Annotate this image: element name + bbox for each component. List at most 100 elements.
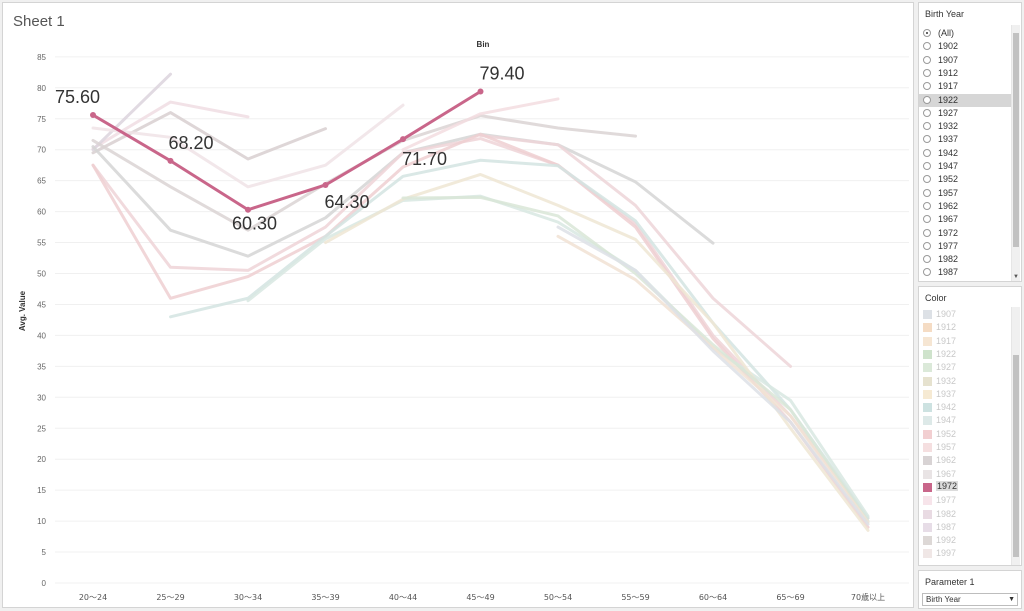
radio-icon[interactable] (923, 188, 931, 197)
legend-item[interactable]: 1977 (919, 494, 1013, 507)
radio-icon[interactable] (923, 228, 931, 237)
filter-item[interactable]: 1927 (919, 107, 1013, 120)
parameter-title: Parameter 1 (925, 577, 975, 587)
data-point-1972[interactable] (477, 88, 484, 95)
series-line-1972[interactable] (91, 90, 482, 212)
data-point-1972[interactable] (90, 112, 96, 119)
radio-icon[interactable] (923, 122, 931, 131)
legend-item[interactable]: 1942 (919, 401, 1013, 414)
filter-item[interactable]: 1922 (919, 93, 1013, 107)
y-tick-label: 55 (37, 239, 46, 248)
series-line-1922[interactable] (246, 194, 870, 518)
radio-icon[interactable] (923, 255, 931, 264)
data-point-1972[interactable] (400, 136, 406, 143)
filter-item[interactable]: 1977 (919, 240, 1013, 253)
legend-item[interactable]: 1997 (919, 547, 1013, 560)
legend-item-label: 1947 (936, 415, 957, 426)
data-point-1972[interactable] (322, 181, 329, 188)
filter-item[interactable]: 1932 (919, 120, 1013, 133)
legend-item[interactable]: 1922 (919, 348, 1013, 361)
filter-item[interactable]: 1912 (919, 67, 1013, 80)
legend-scrollbar[interactable] (1011, 307, 1020, 565)
filter-scrollbar[interactable]: ▼ (1011, 25, 1020, 281)
legend-item[interactable]: 1972 (919, 480, 1013, 494)
radio-icon[interactable] (923, 68, 931, 77)
radio-icon[interactable] (923, 241, 931, 250)
series-line-1902[interactable] (556, 225, 870, 526)
y-tick-label: 20 (37, 455, 46, 464)
filter-item[interactable]: 1982 (919, 253, 1013, 266)
filter-item-label: 1952 (938, 174, 959, 185)
y-tick-label: 75 (37, 115, 46, 124)
y-tick-label: 65 (37, 177, 46, 186)
series-line-1982[interactable] (91, 72, 172, 152)
series-line-1937[interactable] (91, 137, 870, 520)
legend-item[interactable]: 1912 (919, 321, 1013, 334)
color-swatch (923, 349, 932, 359)
data-point-1972[interactable] (245, 206, 251, 213)
sheet-title: Sheet 1 (13, 13, 65, 30)
filter-item-label: 1927 (938, 107, 959, 118)
series-line-1942[interactable] (479, 133, 792, 368)
filter-item[interactable]: 1937 (919, 133, 1013, 146)
radio-icon[interactable] (923, 215, 931, 224)
radio-icon[interactable] (923, 201, 931, 210)
legend-item[interactable]: 1987 (919, 521, 1013, 534)
filter-item[interactable]: (All) (919, 27, 1013, 40)
legend-item[interactable]: 1967 (919, 468, 1013, 481)
legend-item[interactable]: 1962 (919, 454, 1013, 467)
series-line-1927[interactable] (169, 158, 870, 520)
radio-icon[interactable] (923, 108, 931, 117)
birth-year-filter-panel: Birth Year (All) 1902 1907 1912 1917 1922 1927… (918, 2, 1022, 282)
legend-item[interactable]: 1947 (919, 414, 1013, 427)
filter-item-label: 1907 (938, 54, 959, 65)
filter-item[interactable]: 1902 (919, 40, 1013, 53)
filter-scroll-down-icon[interactable]: ▼ (1013, 274, 1019, 280)
radio-icon[interactable] (923, 268, 931, 277)
filter-item[interactable]: 1987 (919, 266, 1013, 279)
radio-icon[interactable] (923, 175, 931, 184)
radio-icon[interactable] (923, 42, 931, 51)
legend-item[interactable]: 1937 (919, 388, 1013, 401)
legend-item[interactable]: 1917 (919, 335, 1013, 348)
radio-icon[interactable] (923, 55, 931, 64)
legend-item[interactable]: 1927 (919, 361, 1013, 374)
legend-item[interactable]: 1907 (919, 308, 1013, 321)
legend-item[interactable]: 1952 (919, 428, 1013, 441)
filter-item[interactable]: 1967 (919, 213, 1013, 226)
series-line-1967[interactable] (91, 103, 405, 189)
filter-item[interactable]: 1917 (919, 80, 1013, 93)
legend-scroll-thumb[interactable] (1013, 355, 1019, 557)
legend-item[interactable]: 1957 (919, 441, 1013, 454)
radio-icon[interactable] (923, 82, 931, 91)
filter-item[interactable]: 1952 (919, 173, 1013, 186)
filter-item[interactable]: 1962 (919, 200, 1013, 213)
series-line-1917[interactable] (324, 172, 870, 532)
series-line-1952[interactable] (401, 97, 560, 152)
parameter-panel: Parameter 1 Birth Year ▼ (918, 570, 1022, 609)
line-chart[interactable]: Bin 0 5 10 15 20 25 30 35 40 45 50 55 60 65 70 75 80 85 Avg… (3, 3, 913, 607)
x-tick-label: 65～69 (776, 593, 804, 602)
filter-item-label: 1982 (938, 254, 959, 265)
series-line-1907[interactable] (556, 234, 870, 524)
radio-icon[interactable] (923, 29, 931, 37)
filter-item[interactable]: 1942 (919, 147, 1013, 160)
filter-item[interactable]: 1907 (919, 54, 1013, 67)
legend-item[interactable]: 1982 (919, 508, 1013, 521)
filter-item[interactable]: 1972 (919, 227, 1013, 240)
legend-item[interactable]: 1932 (919, 375, 1013, 388)
parameter-dropdown[interactable]: Birth Year ▼ (922, 593, 1018, 606)
radio-icon[interactable] (923, 148, 931, 157)
series-line-1912[interactable] (401, 195, 870, 523)
legend-item[interactable]: 1992 (919, 534, 1013, 547)
data-point-1972[interactable] (167, 157, 174, 164)
color-swatch (923, 363, 932, 373)
filter-title: Birth Year (925, 9, 965, 19)
radio-icon[interactable] (923, 95, 931, 104)
radio-icon[interactable] (923, 162, 931, 170)
filter-item[interactable]: 1957 (919, 187, 1013, 200)
series-line-1977[interactable] (91, 100, 250, 150)
filter-scroll-thumb[interactable] (1013, 33, 1019, 247)
filter-item[interactable]: 1947 (919, 160, 1013, 173)
radio-icon[interactable] (923, 135, 931, 144)
